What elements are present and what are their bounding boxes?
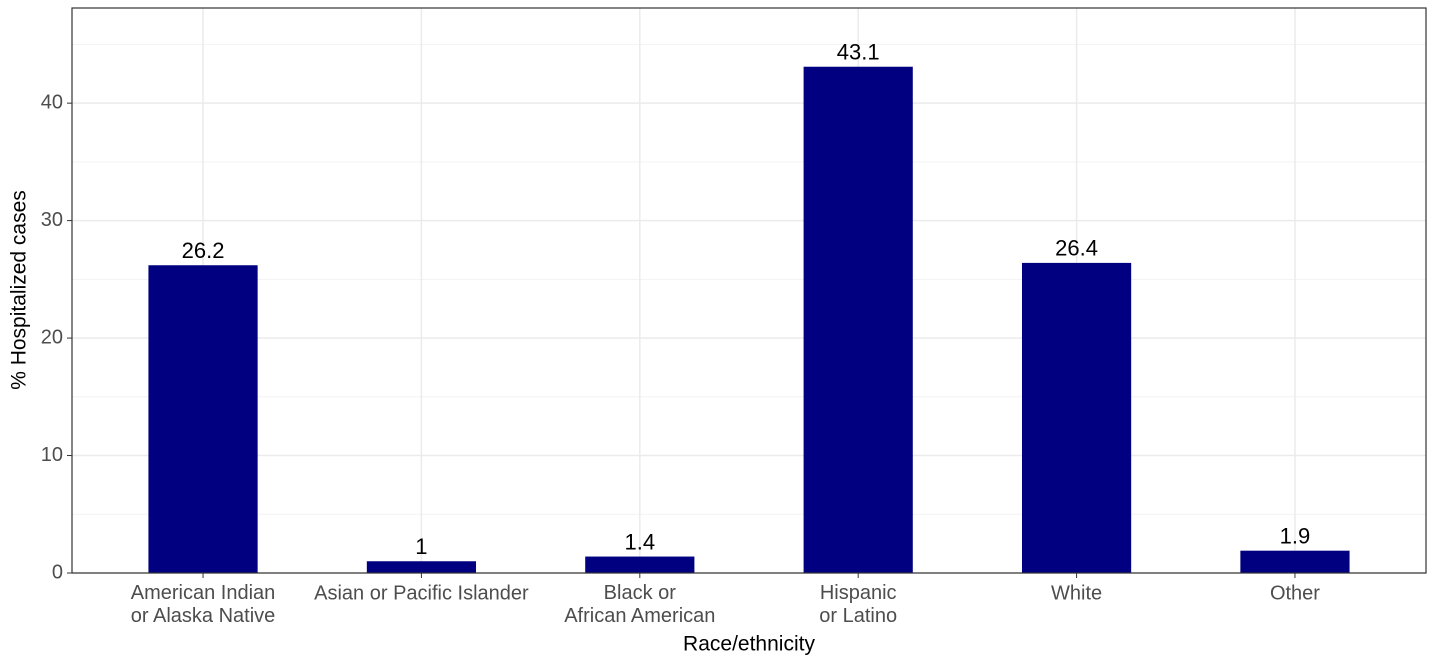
bar <box>366 561 477 573</box>
x-axis-title: Race/ethnicity <box>683 633 815 656</box>
x-tick-label: Hispanic or Latino <box>819 582 897 627</box>
x-tick-label: Other <box>1270 582 1320 604</box>
grid <box>72 8 1426 574</box>
bar <box>585 556 695 573</box>
y-tick-label: 30 <box>41 209 63 231</box>
value-label: 26.4 <box>1055 236 1098 261</box>
panel-border <box>71 7 1427 574</box>
value-label: 1 <box>415 534 427 559</box>
x-tick-label: White <box>1051 582 1102 604</box>
y-tick-label: 0 <box>52 561 63 583</box>
bar <box>1240 550 1350 573</box>
value-label: 1.4 <box>625 529 656 554</box>
x-tick-label: Black or African American <box>564 582 715 627</box>
y-tick-label: 10 <box>41 444 63 466</box>
value-label: 43.1 <box>837 40 880 65</box>
x-tick-label: American Indian or Alaska Native <box>131 582 276 627</box>
bar <box>1021 262 1132 573</box>
value-label: 26.2 <box>182 238 225 263</box>
value-label: 1.9 <box>1280 523 1311 548</box>
bar <box>803 66 913 573</box>
x-tick-label: Asian or Pacific Islander <box>314 582 529 604</box>
y-tick-label: 40 <box>41 91 63 113</box>
y-axis-title: % Hospitalized cases <box>8 190 31 390</box>
y-tick-label: 20 <box>41 326 63 348</box>
bar <box>148 265 258 573</box>
